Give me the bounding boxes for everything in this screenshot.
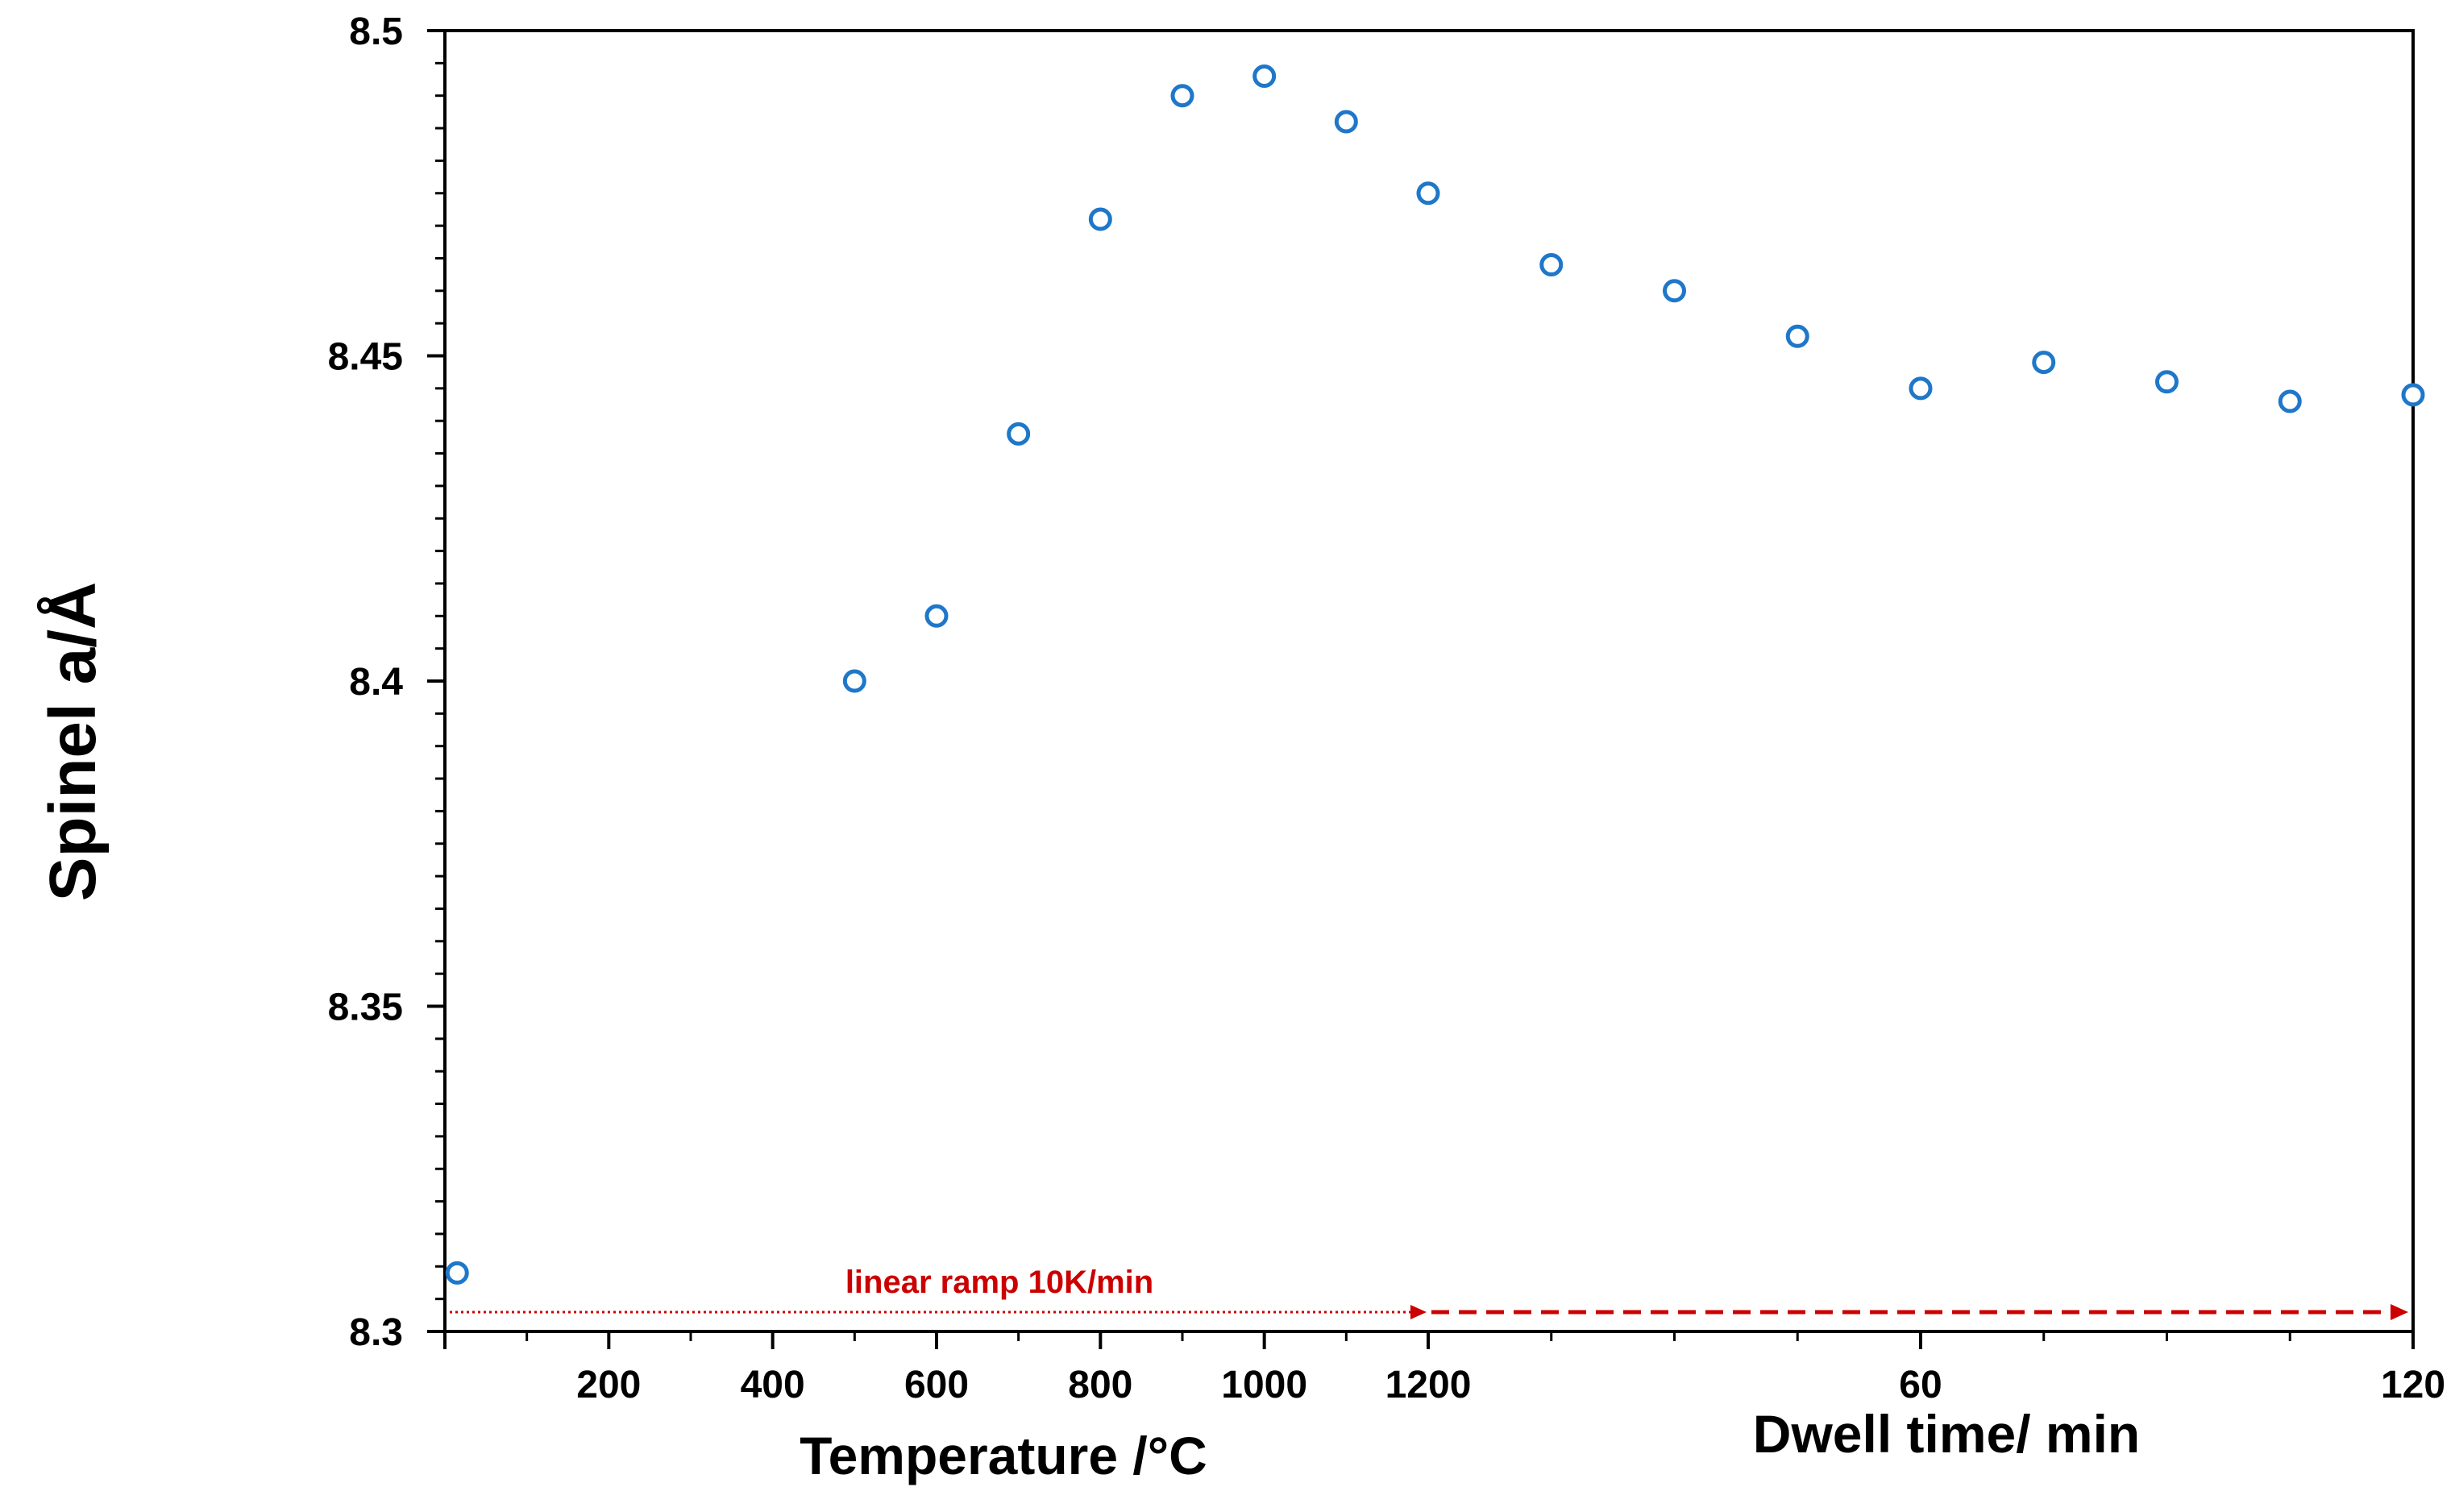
x-tick-label-dwell: 60	[1899, 1364, 1942, 1406]
data-point-dwell	[1663, 279, 1686, 303]
x-tick-label-temperature: 600	[904, 1364, 969, 1406]
y-axis: 8.3 8.35 8.4 8.45 8.5	[328, 10, 445, 1354]
data-point-dwell	[2032, 351, 2056, 375]
y-tick-label: 8.45	[328, 336, 403, 379]
x-tick-label-temperature: 1000	[1221, 1364, 1307, 1406]
data-point-temperature	[1252, 64, 1277, 88]
data-point-dwell	[1909, 376, 1933, 401]
x-axis-label-dwell: Dwell time/ min	[1753, 1404, 2140, 1464]
x-tick-label-temperature: 1200	[1385, 1364, 1472, 1406]
x-tick-label-temperature: 200	[576, 1364, 641, 1406]
data-point-dwell	[2155, 370, 2179, 394]
data-point-temperature	[1170, 84, 1194, 108]
data-point-dwell	[1785, 324, 1809, 348]
ramp-arrows	[450, 1304, 2408, 1320]
y-tick-label: 8.4	[349, 661, 403, 704]
y-tick-label: 8.3	[349, 1311, 403, 1354]
data-points	[445, 64, 2425, 1285]
data-point-dwell	[1539, 253, 1564, 277]
ramp-annotation: linear ramp 10K/min	[845, 1265, 1153, 1300]
data-point-temperature	[1416, 181, 1440, 206]
x-tick-label-temperature: 400	[741, 1364, 805, 1406]
plot-area-border	[443, 29, 2415, 1333]
plot-frame	[443, 29, 2415, 1333]
data-point-temperature	[445, 1261, 469, 1285]
x-tick-label-temperature: 800	[1068, 1364, 1132, 1406]
data-point-dwell	[2278, 389, 2302, 413]
y-tick-label: 8.5	[349, 10, 403, 53]
y-axis-label: Spinel a/Å	[36, 582, 110, 901]
data-point-temperature	[924, 604, 949, 628]
data-point-temperature	[842, 669, 866, 693]
x-axis: 200 400 600 800 1000 1200 60 120	[443, 1331, 2445, 1406]
y-tick-label: 8.35	[328, 987, 403, 1029]
ramp-arrowhead	[1410, 1305, 1427, 1319]
data-point-dwell	[2401, 383, 2425, 407]
data-point-temperature	[1334, 110, 1358, 134]
x-tick-label-dwell: 120	[2381, 1364, 2445, 1406]
data-point-temperature	[1007, 422, 1031, 446]
dwell-arrowhead	[2391, 1304, 2408, 1320]
x-axis-label-temperature: Temperature /°C	[800, 1426, 1207, 1485]
data-point-temperature	[1088, 207, 1112, 231]
